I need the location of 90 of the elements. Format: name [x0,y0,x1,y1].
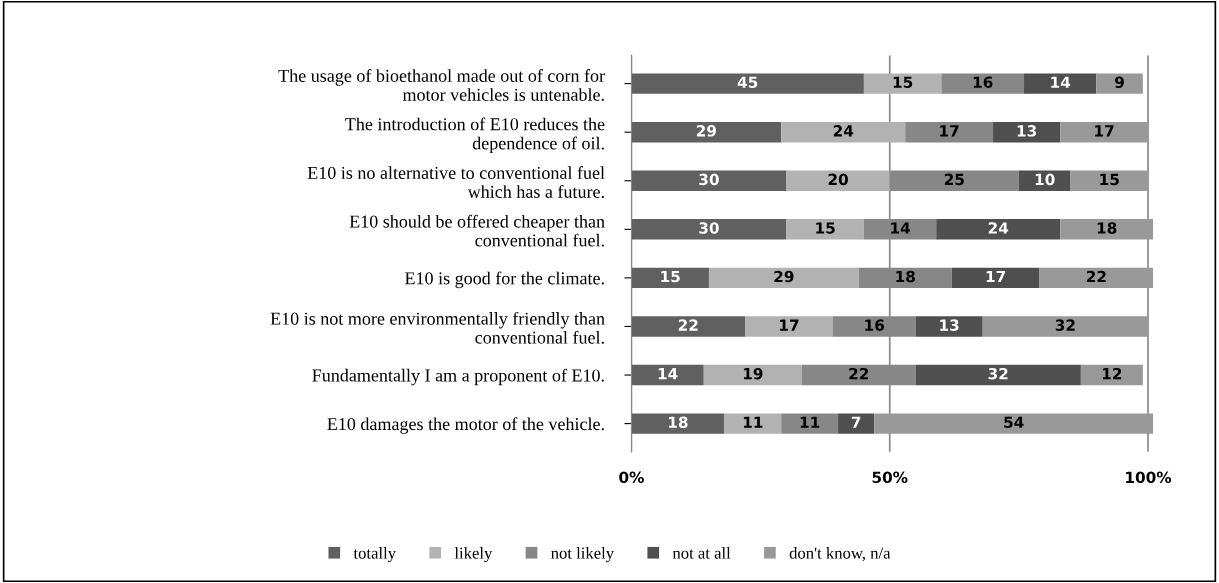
bar [838,413,875,434]
y-tick-label: E10 is good for the climate. [405,271,604,289]
bar [1024,73,1097,94]
data-label: 29 [696,125,716,137]
bar [1060,219,1154,240]
data-label: 30 [699,173,719,186]
data-label: 12 [1102,367,1122,380]
data-label: 18 [1097,222,1117,234]
y-tick-label: The introduction of E10 reduces the dependence of oil. [345,117,605,154]
data-label: 32 [1055,319,1075,331]
data-label: 17 [940,125,959,137]
bar [905,121,994,143]
x-tick-label: 0% [619,471,644,484]
legend-label: not at all [672,547,731,559]
bar [936,219,1061,240]
bar [631,364,704,386]
data-label: 13 [940,319,959,331]
bar [1070,170,1149,191]
y-tick-label: E10 damages the motor of the vehicle. [327,417,604,434]
bar [631,316,746,337]
data-label: 13 [1017,125,1037,137]
data-label: 45 [737,76,758,89]
bar [863,73,942,94]
data-label: 14 [891,222,910,234]
y-tick-label: Fundamentally I am a proponent of E10. [312,368,604,386]
data-label: 18 [896,270,915,283]
bar [982,316,1149,337]
bar [874,413,1154,434]
data-label: 7 [851,416,861,428]
data-label: 24 [988,222,1009,234]
bar [1080,364,1143,386]
bar [781,121,906,143]
data-label: 16 [973,76,993,89]
bar [993,121,1061,143]
y-tick-label: The usage of bioethanol made out of corn for motor vehicles is untenable. [278,69,605,101]
bar [941,73,1025,94]
bar [703,364,802,386]
data-label: 17 [780,319,799,331]
data-label: 18 [669,416,688,429]
data-label: 29 [774,270,794,283]
bar [631,219,787,240]
y-tick-label: E10 should be offered cheaper than conventional fuel. [349,214,605,247]
data-label: 16 [865,319,885,331]
bar [631,413,725,434]
legend-label: totally [353,547,396,563]
y-tick-label: E10 is not more environmentally friendly than conventional fuel. [270,311,605,344]
data-label: 11 [800,416,820,428]
data-label: 54 [1004,416,1024,429]
data-label: 30 [699,222,719,234]
bar [631,267,709,289]
legend-label: not likely [551,547,615,563]
data-label: 19 [743,367,763,380]
legend-label: likely [454,547,493,563]
bar [745,316,833,337]
bar [1096,73,1143,94]
x-tick-label: 100% [1126,471,1172,484]
bar [915,364,1081,386]
bar [786,170,890,191]
data-label: 15 [816,222,835,234]
data-label: 22 [1086,270,1106,283]
data-label: 22 [678,319,698,331]
data-label: 11 [743,416,763,428]
bar [1060,121,1149,143]
data-label: 17 [986,270,1006,283]
data-label: 14 [1051,76,1071,88]
data-label: 20 [828,173,848,186]
x-tick-label: 50% [872,471,908,484]
bar [951,267,1040,289]
bar [708,267,859,289]
data-label: 22 [849,367,869,380]
bar [786,219,864,240]
data-label: 10 [1035,173,1055,186]
data-label: 15 [661,270,680,283]
legend-label: don't know, n/a [789,547,891,562]
data-label: 24 [833,125,854,137]
bar [631,121,782,143]
y-tick-label: E10 is no alternative to conventional fuel which has a future. [307,166,605,198]
bar [1039,267,1154,289]
bar [915,316,983,337]
data-label: 15 [1100,173,1119,186]
bar [631,73,864,94]
data-label: 9 [1115,76,1124,89]
data-label: 25 [944,173,964,186]
data-label: 32 [988,367,1008,380]
data-label: 14 [658,368,678,380]
bar [631,170,787,191]
data-label: 17 [1095,125,1114,137]
bar [781,413,839,434]
data-label: 15 [893,76,913,89]
bar [724,413,782,434]
